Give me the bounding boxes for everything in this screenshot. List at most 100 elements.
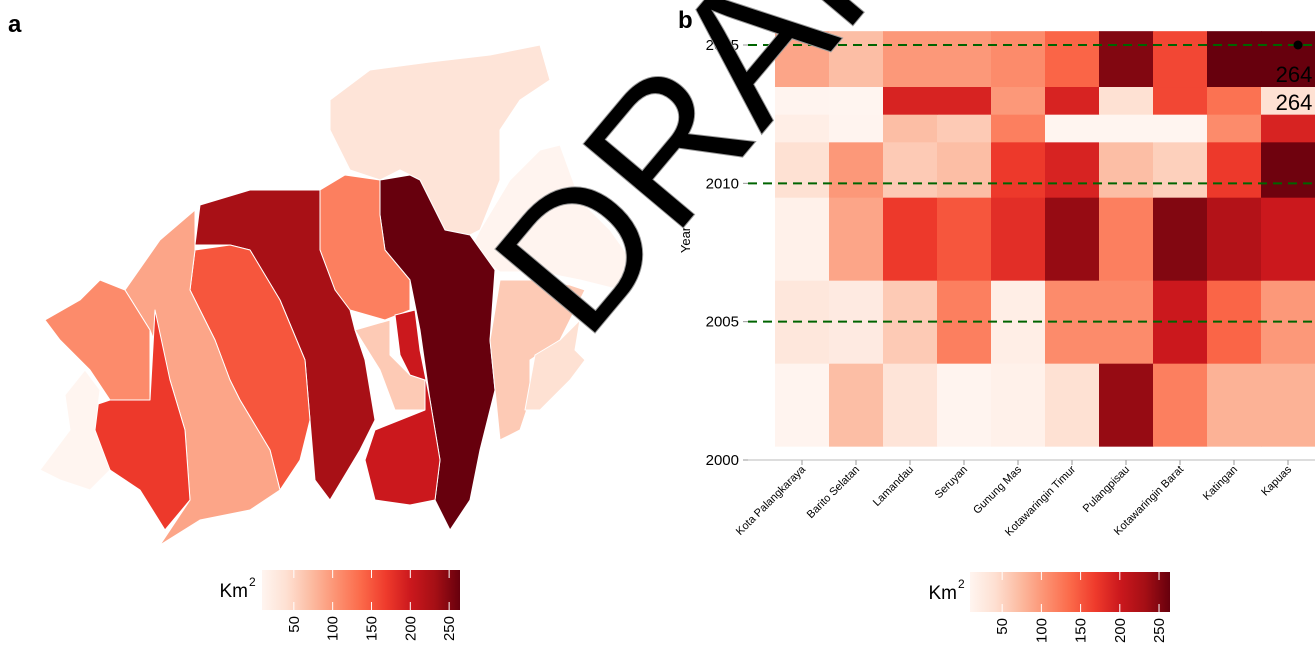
heat-cell — [883, 197, 938, 281]
heat-cell — [1045, 114, 1100, 143]
heat-cell — [1261, 141, 1315, 198]
region — [489, 279, 586, 441]
heat-cell — [1261, 114, 1315, 143]
legend-title-sup: 2 — [249, 575, 256, 589]
heat-cell — [829, 197, 884, 281]
heat-cell — [991, 86, 1046, 115]
colorbar-tick-label: 250 — [441, 616, 458, 641]
x-tick-label: Kota Palangkaraya — [734, 463, 809, 538]
heat-cell — [829, 31, 884, 88]
heat-cell — [1099, 141, 1154, 198]
heat-cell — [1045, 141, 1100, 198]
heat-cell — [1045, 31, 1100, 88]
heat-cell — [937, 363, 992, 447]
colorbar-tick-label: 200 — [1112, 618, 1129, 643]
x-tick-label: Seruyan — [933, 464, 970, 501]
heat-cell — [1099, 363, 1154, 447]
annotation: 264 — [1276, 62, 1313, 87]
heat-cell — [1207, 114, 1262, 143]
heat-cell — [775, 86, 830, 115]
heat-cell — [1099, 86, 1154, 115]
annotation: 264 — [1276, 90, 1313, 115]
region — [469, 144, 636, 291]
heat-cell — [1261, 197, 1315, 281]
y-axis-label: Year — [678, 226, 693, 253]
y-tick-label: 2005 — [706, 314, 739, 331]
colorbar-tick-label: 50 — [994, 618, 1011, 635]
heat-cell — [991, 114, 1046, 143]
colorbar-tick-label: 250 — [1151, 618, 1168, 643]
x-tick-label: Pulangpisau — [1081, 464, 1132, 515]
colorbar-tick-label: 50 — [286, 616, 303, 633]
colorbar — [262, 570, 460, 610]
heat-cell — [1153, 114, 1208, 143]
heat-cell — [991, 141, 1046, 198]
heat-cell — [1261, 86, 1315, 115]
heat-cell — [829, 141, 884, 198]
heat-cell — [937, 31, 992, 88]
heat-cell — [1207, 197, 1262, 281]
heat-cell — [991, 31, 1046, 88]
heat-cell — [1261, 31, 1315, 88]
heat-cell — [775, 141, 830, 198]
heat-cell — [883, 363, 938, 447]
heat-cell — [1045, 86, 1100, 115]
heat-cell — [1153, 31, 1208, 88]
x-tick-label: Katingan — [1201, 464, 1240, 503]
heat-cell — [829, 114, 884, 143]
colorbar-tick-label: 150 — [363, 616, 380, 641]
heat-cell — [883, 114, 938, 143]
heat-cell — [883, 86, 938, 115]
heat-cell — [829, 86, 884, 115]
heat-cell — [937, 86, 992, 115]
legend-title: Km — [220, 581, 249, 602]
y-tick-label: 2015 — [706, 37, 739, 54]
region — [364, 309, 441, 506]
colorbar-tick-label: 150 — [1073, 618, 1090, 643]
legend-title-sup: 2 — [958, 577, 965, 591]
heat-cell — [1099, 31, 1154, 88]
heat-cell — [883, 141, 938, 198]
y-tick-label: 2010 — [706, 175, 739, 192]
colorbar-tick-label: 100 — [325, 616, 342, 641]
heat-cell — [1153, 141, 1208, 198]
heat-cell — [1045, 197, 1100, 281]
region — [39, 369, 111, 491]
heat-cell — [1099, 197, 1154, 281]
heat-cell — [775, 31, 830, 88]
legend-title: Km — [929, 583, 958, 604]
region — [524, 319, 586, 411]
heat-cell — [937, 197, 992, 281]
colorbar-tick-label: 100 — [1033, 618, 1050, 643]
y-tick-label: 2000 — [706, 452, 739, 469]
colorbar — [970, 572, 1170, 612]
panel-label: b — [678, 7, 693, 34]
x-tick-label: Lamandau — [871, 464, 916, 509]
heat-cell — [937, 141, 992, 198]
heat-cell — [883, 31, 938, 88]
heat-cell — [1099, 114, 1154, 143]
x-tick-label: Barito Selatan — [805, 464, 862, 521]
point — [1293, 40, 1303, 50]
region — [329, 44, 551, 236]
region — [44, 279, 151, 401]
heat-cell — [937, 114, 992, 143]
heat-cell — [775, 114, 830, 143]
panel-label: a — [8, 11, 22, 38]
heat-cell — [1153, 86, 1208, 115]
heat-cell — [775, 197, 830, 281]
heat-cell — [991, 363, 1046, 447]
heat-cell — [991, 197, 1046, 281]
colorbar-tick-label: 200 — [402, 616, 419, 641]
heat-cell — [1153, 197, 1208, 281]
heat-cell — [1207, 86, 1262, 115]
heat-cell — [1261, 363, 1315, 447]
heat-cell — [1045, 363, 1100, 447]
heat-cell — [829, 363, 884, 447]
x-tick-label: Gunung Mas — [971, 463, 1024, 516]
heat-cell — [1207, 31, 1262, 88]
heat-cell — [775, 363, 830, 447]
heat-cell — [1207, 141, 1262, 198]
x-tick-label: Kapuas — [1259, 463, 1294, 498]
